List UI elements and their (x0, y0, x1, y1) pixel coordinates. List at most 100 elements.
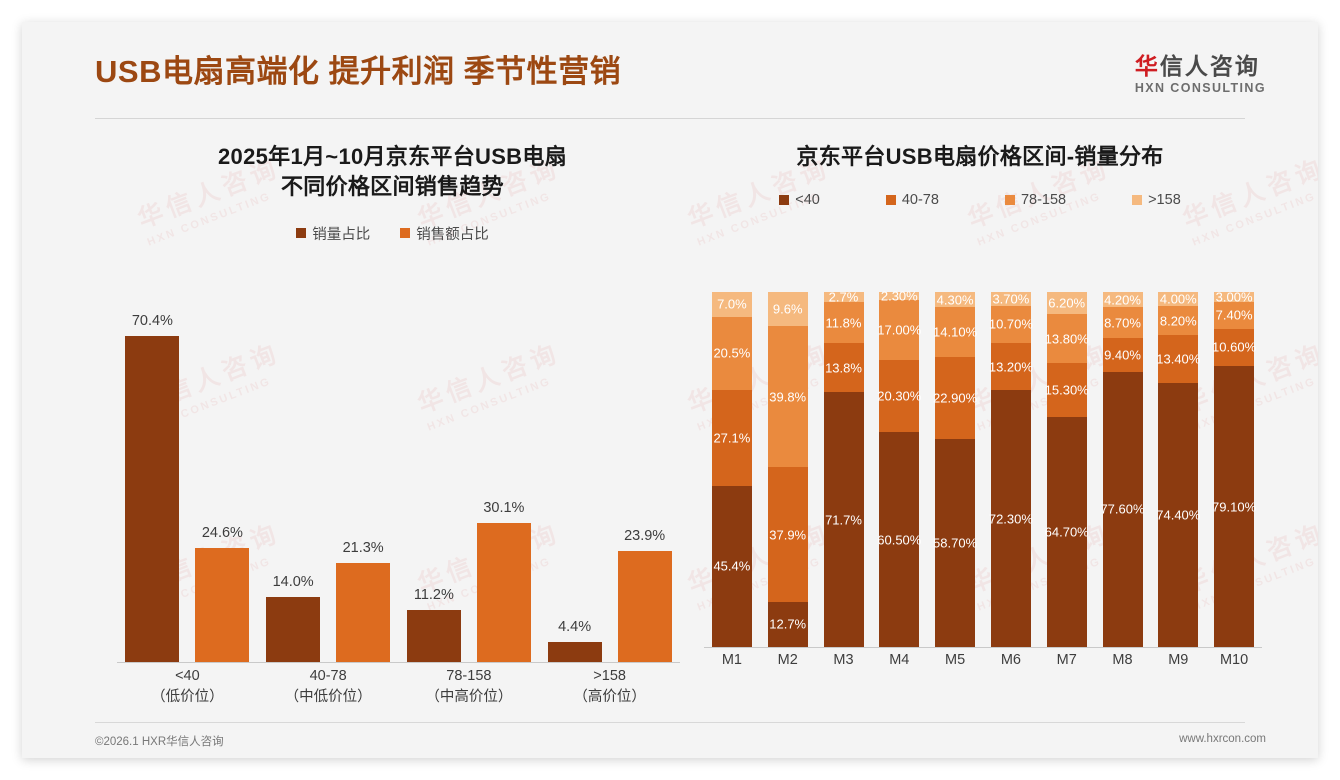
stacked-bar-segment: 45.4% (711, 485, 752, 647)
stacked-bar-value-label: 58.70% (933, 535, 978, 551)
bar-value-label: 11.2% (413, 587, 454, 604)
bar-rect (195, 548, 250, 662)
stacked-bar-segment: 37.9% (767, 467, 808, 602)
stacked-bar-segment: 13.80% (1044, 314, 1089, 363)
stacked-bar-segment: 8.20% (1158, 306, 1199, 336)
stacked-bar-value-label: 12.7% (769, 616, 807, 632)
stacked-bar-column[interactable]: 45.4% 27.1% 20.5% 7.0% (711, 292, 752, 647)
stacked-bar-segment: 8.70% (1102, 307, 1143, 339)
right-chart-legend: <40 40-78 78-158 >158 (690, 192, 1270, 208)
x-axis-label-tier: （中高价位） (425, 689, 513, 706)
stacked-bar-value-label: 13.8% (825, 360, 862, 376)
bar-rect (336, 563, 391, 662)
right-chart-title: 京东平台USB电扇价格区间-销量分布 (796, 144, 1164, 169)
stacked-bar-column[interactable]: 60.50% 20.30% 17.00% 2.30% (877, 288, 922, 647)
logo-chars-rest: 信人咨询 (1159, 53, 1260, 79)
bar-item[interactable]: 70.4% (125, 310, 180, 662)
legend-label: 销量占比 (312, 226, 371, 243)
left-chart-title-line2: 不同价格区间销售趋势 (280, 174, 504, 200)
stacked-bar-plot-area: 45.4% 27.1% 20.5% 7.0% 12.7% 37.9% 39.8% 9.6% 71… (704, 288, 1262, 647)
bar-item[interactable]: 23.9% (617, 310, 672, 662)
legend-item[interactable]: <40 (779, 192, 820, 208)
stacked-bar-column[interactable]: 72.30% 13.20% 10.70% 3.70% (988, 292, 1033, 647)
x-axis-label: M8 (1112, 652, 1133, 668)
stacked-bar-segment: 15.30% (1045, 363, 1089, 418)
stacked-bar-value-label: 2.7% (828, 289, 859, 305)
legend-item[interactable]: 78-158 (1004, 192, 1066, 208)
stacked-bar-segment: 4.30% (935, 292, 976, 308)
stacked-bar-value-label: 71.7% (825, 512, 862, 528)
stacked-bar-value-label: 77.60% (1100, 501, 1145, 517)
stacked-bar-segment: 39.8% (767, 326, 808, 468)
legend-swatch-icon (1004, 195, 1015, 206)
bar-item[interactable]: 21.3% (336, 310, 391, 662)
stacked-bar-column[interactable]: 77.60% 9.40% 8.70% 4.20% (1100, 292, 1145, 647)
stacked-bar-segment: 6.20% (1046, 292, 1087, 315)
stacked-bar-value-label: 22.90% (933, 390, 978, 406)
stacked-bar-column[interactable]: 64.70% 15.30% 13.80% 6.20% (1044, 292, 1089, 647)
page-title: USB电扇高端化 提升利润 季节性营销 (95, 54, 622, 89)
stacked-bar-value-label: 74.40% (1156, 507, 1201, 523)
legend-item[interactable]: 销量占比 (296, 223, 370, 244)
stacked-bar-segment: 3.00% (1214, 290, 1255, 303)
stacked-bar-segment: 13.20% (989, 343, 1033, 391)
legend-swatch-icon (885, 195, 896, 206)
stacked-bar-segment: 13.40% (1156, 335, 1200, 383)
stacked-bar-segment: 4.00% (1158, 291, 1199, 307)
bar-item[interactable]: 14.0% (266, 310, 321, 662)
bar-rect (617, 551, 672, 662)
bar-item[interactable]: 4.4% (547, 310, 602, 662)
stacked-bar-segment: 58.70% (933, 438, 978, 647)
slide-header: USB电扇高端化 提升利润 季节性营销 华信人咨询 HXN CONSULTING (22, 22, 1318, 118)
bar-value-label: 21.3% (342, 540, 384, 557)
legend-label: <40 (795, 192, 820, 209)
stacked-bar-value-label: 64.70% (1044, 524, 1089, 540)
bar-item[interactable]: 24.6% (195, 310, 250, 662)
brand-logo: 华信人咨询 HXN CONSULTING (1135, 54, 1266, 95)
bar-item[interactable]: 11.2% (406, 310, 461, 662)
stacked-bar-value-label: 13.80% (1044, 331, 1089, 346)
bar-value-label: 70.4% (131, 312, 173, 329)
bar-value-label: 14.0% (272, 574, 314, 591)
stacked-bar-column[interactable]: 12.7% 37.9% 39.8% 9.6% (767, 292, 808, 647)
stacked-bar-value-label: 4.30% (936, 292, 974, 308)
stacked-bar-value-label: 17.00% (877, 322, 922, 338)
stacked-bar-value-label: 7.0% (717, 296, 747, 312)
x-axis-label-range: 40-78 (309, 668, 347, 684)
stacked-bar-segment: 2.30% (879, 288, 920, 304)
left-chart-title: 2025年1月~10月京东平台USB电扇 不同价格区间销售趋势 (95, 142, 690, 203)
legend-item[interactable]: 销售额占比 (400, 223, 489, 244)
x-axis-label-tier: （高价位） (573, 689, 646, 706)
x-axis-label: M1 (721, 652, 742, 668)
stacked-bar-column[interactable]: 74.40% 13.40% 8.20% 4.00% (1156, 291, 1201, 647)
stacked-bar-segment: 60.50% (877, 432, 921, 647)
stacked-bar-segment: 13.8% (823, 343, 864, 393)
x-axis-label: M9 (1168, 652, 1189, 668)
stacked-bar-segment: 7.0% (711, 292, 752, 317)
stacked-bar-value-label: 10.60% (1212, 339, 1257, 355)
stacked-bar-segment: 4.20% (1102, 292, 1143, 308)
stacked-bar-value-label: 20.30% (877, 388, 922, 404)
stacked-bar-value-label: 72.30% (988, 511, 1033, 527)
left-chart-legend: 销量占比 销售额占比 (95, 223, 690, 244)
logo-chinese-text: 华信人咨询 (1135, 54, 1266, 78)
grouped-bar-chart: 70.4% 24.6% 14.0% 21.3% 11.2% 30.1% 4.4% 23.9% … (95, 310, 690, 718)
bar-rect (266, 597, 321, 662)
legend-label: 40-78 (901, 192, 939, 209)
x-axis-label-range: <40 (175, 668, 200, 684)
stacked-bar-value-label: 27.1% (713, 430, 751, 446)
stacked-bar-value-label: 4.00% (1159, 291, 1197, 307)
stacked-bar-column[interactable]: 79.10% 10.60% 7.40% 3.00% (1212, 290, 1257, 647)
bar-item[interactable]: 30.1% (476, 310, 531, 662)
legend-item[interactable]: 40-78 (885, 192, 939, 209)
x-axis-label-tier: （中低价位） (284, 689, 372, 706)
stacked-bar-value-label: 9.40% (1104, 347, 1141, 363)
stacked-bar-column[interactable]: 71.7% 13.8% 11.8% 2.7% (823, 289, 864, 647)
stacked-bar-value-label: 8.20% (1159, 313, 1197, 329)
stacked-bar-value-label: 2.30% (880, 288, 918, 304)
stacked-bar-value-label: 79.10% (1212, 499, 1257, 515)
legend-item[interactable]: >158 (1132, 192, 1181, 208)
stacked-bar-column[interactable]: 58.70% 22.90% 14.10% 4.30% (933, 292, 978, 647)
stacked-bar-value-label: 7.40% (1215, 307, 1253, 323)
x-axis-label: <40 （低价位） (117, 666, 258, 708)
